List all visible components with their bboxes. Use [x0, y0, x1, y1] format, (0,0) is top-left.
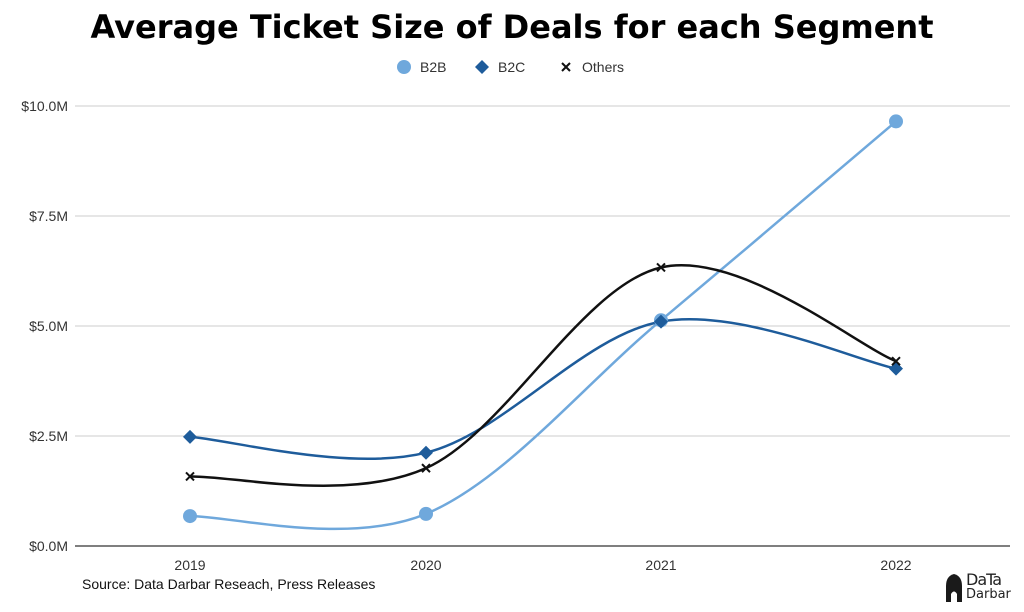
brand-logo: DaTa Darbar — [944, 570, 1014, 604]
logo-text-top: DaTa — [966, 570, 1002, 589]
series-markers — [183, 114, 903, 524]
legend-marker-others — [561, 62, 571, 72]
data-point-b2b — [419, 506, 433, 521]
data-point-b2c — [419, 445, 433, 460]
y-tick-label: $5.0M — [29, 318, 68, 334]
x-tick-label: 2019 — [174, 557, 205, 573]
x-tick-label: 2021 — [645, 557, 676, 573]
data-point-others — [656, 262, 666, 273]
data-point-others — [185, 471, 195, 482]
y-tick-label: $2.5M — [29, 428, 68, 444]
data-point-b2b — [183, 509, 197, 524]
series-line-b2c — [189, 318, 897, 460]
x-tick-label: 2020 — [410, 557, 441, 573]
legend-marker-b2c — [475, 60, 489, 74]
data-point-b2c — [654, 314, 668, 329]
legend-label-others: Others — [582, 59, 624, 75]
y-axis-ticks: $0.0M $2.5M $5.0M $7.5M $10.0M — [21, 98, 68, 554]
legend-label-b2b: B2B — [420, 59, 446, 75]
data-point-b2c — [889, 361, 903, 376]
series-lines — [189, 120, 897, 531]
data-point-others — [891, 356, 901, 366]
y-tick-label: $0.0M — [29, 538, 68, 554]
source-note: Source: Data Darbar Reseach, Press Relea… — [82, 576, 376, 592]
data-point-b2c — [183, 429, 197, 444]
x-axis-ticks: 2019 2020 2021 2022 — [174, 557, 911, 573]
chart-title: Average Ticket Size of Deals for each Se… — [90, 8, 934, 46]
y-tick-label: $7.5M — [29, 208, 68, 224]
x-tick-label: 2022 — [880, 557, 911, 573]
mosque-icon — [946, 574, 962, 602]
logo-text-bottom: Darbar — [966, 587, 1011, 602]
grid-lines — [75, 105, 1010, 547]
data-point-b2b — [889, 114, 903, 129]
data-point-others — [421, 463, 431, 473]
series-line-b2b — [189, 120, 897, 531]
legend: B2B B2C Others — [397, 59, 624, 75]
y-tick-label: $10.0M — [21, 98, 68, 114]
series-line-others — [189, 264, 897, 487]
legend-label-b2c: B2C — [498, 59, 525, 75]
legend-marker-b2b — [397, 60, 411, 74]
